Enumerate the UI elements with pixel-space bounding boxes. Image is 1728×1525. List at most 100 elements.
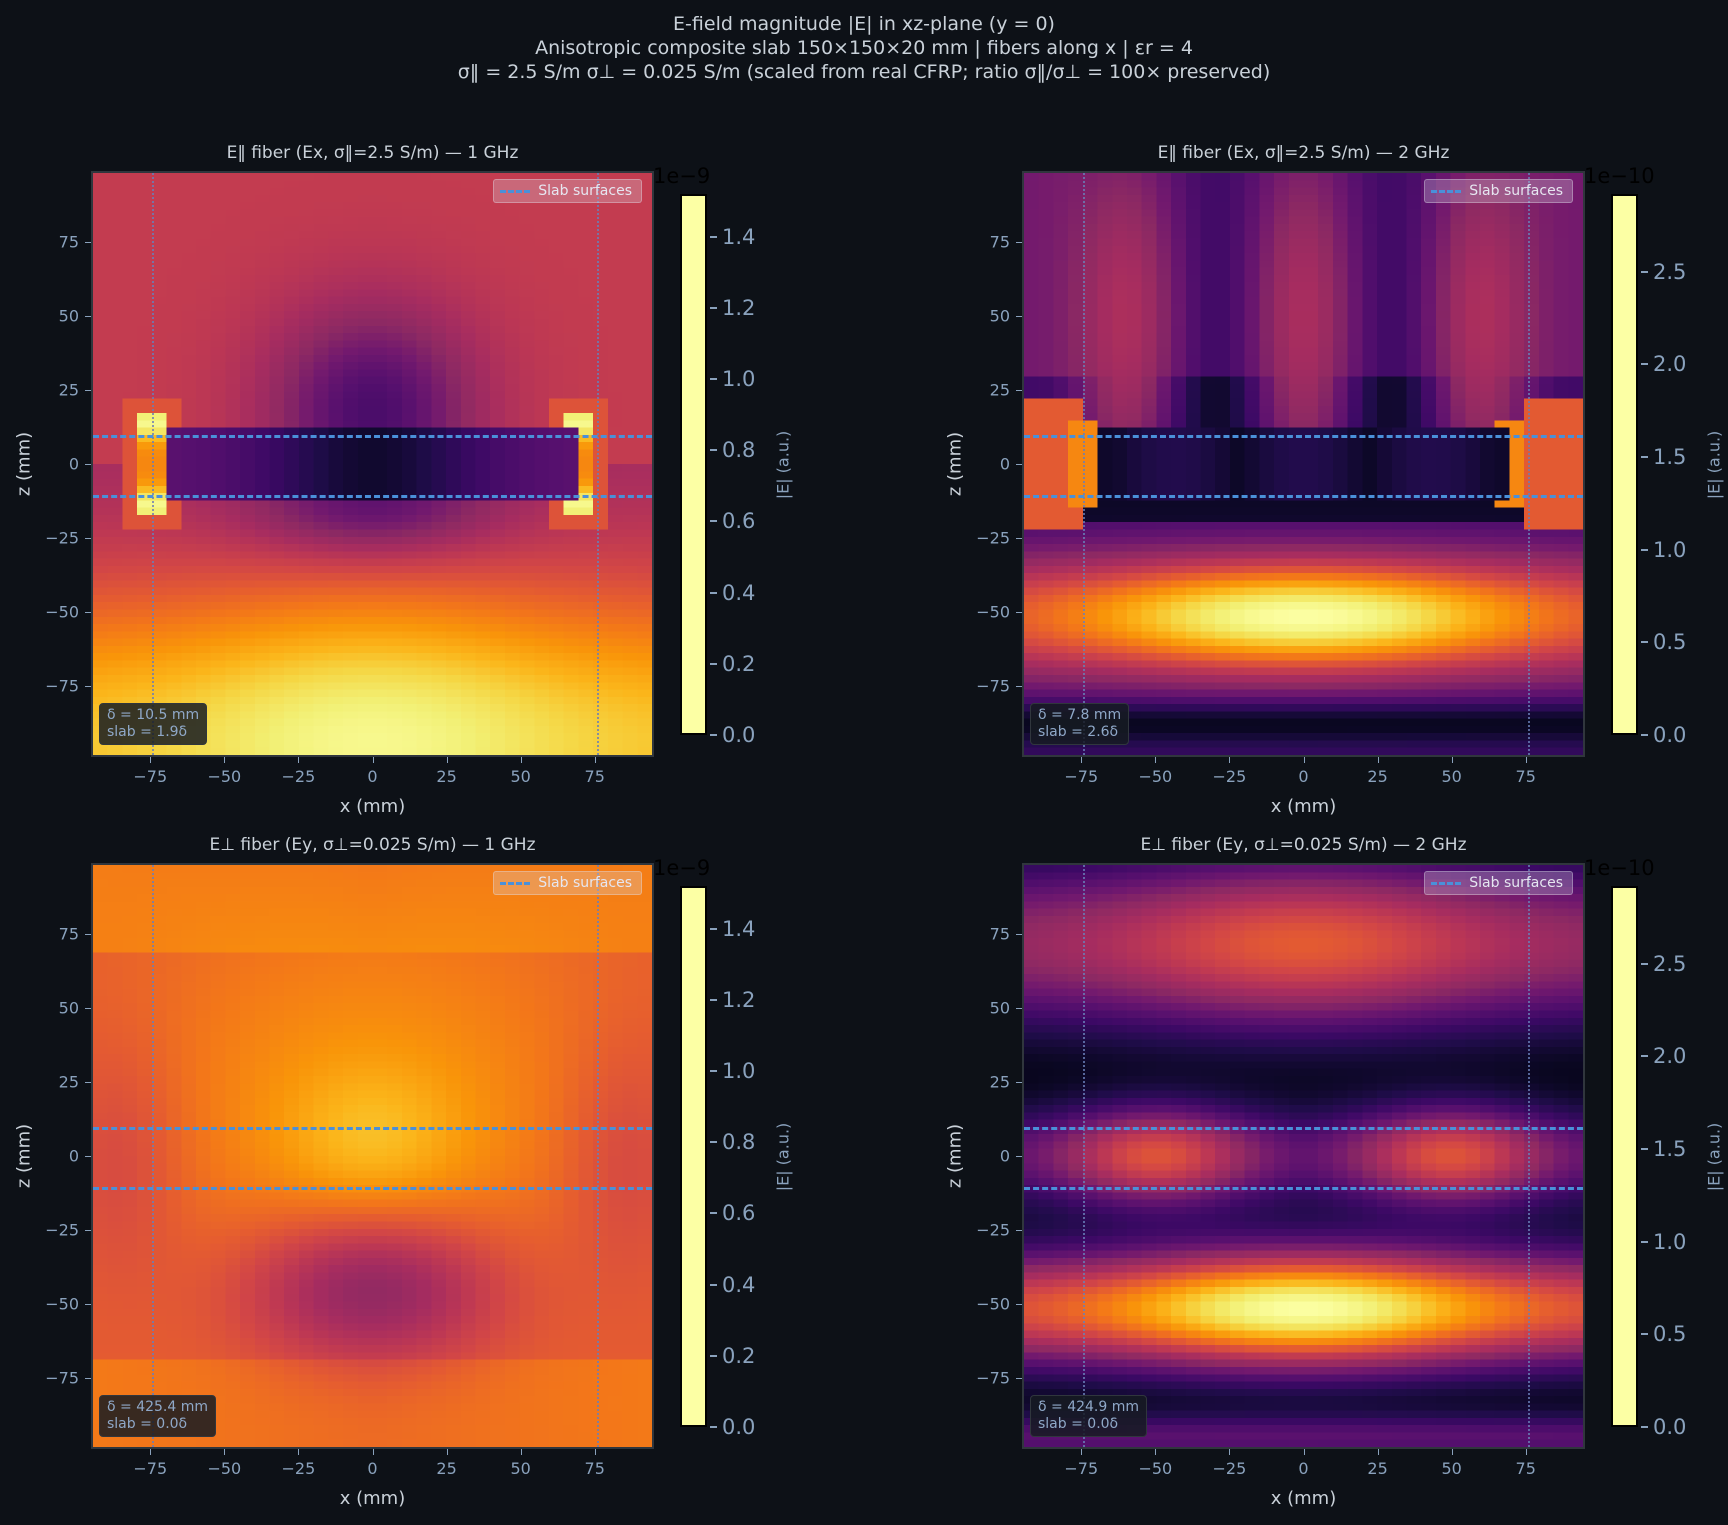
- colorbar-tick-mark: [710, 449, 717, 452]
- x-axis-label: x (mm): [1270, 796, 1337, 817]
- colorbar-scale-offset: 1e−9: [653, 164, 711, 188]
- x-tick-mark: [594, 1449, 596, 1455]
- dashed-line-icon: [1431, 881, 1462, 885]
- y-tick-mark: [85, 390, 91, 391]
- skin-depth-annotation: δ = 424.9 mm slab = 0.0δ: [1030, 1395, 1148, 1437]
- colorbar-label: |E| (a.u.): [1704, 430, 1724, 499]
- colorbar-tick-mark: [710, 1283, 717, 1286]
- colorbar-tick-mark: [1641, 548, 1648, 551]
- colorbar: [1611, 194, 1638, 735]
- colorbar-scale-offset: 1e−10: [1584, 164, 1655, 188]
- legend-label: Slab surfaces: [538, 875, 632, 891]
- colorbar-tick-label: 0.8: [722, 1130, 756, 1155]
- y-tick-label: −25: [45, 1220, 79, 1240]
- x-axis-label: x (mm): [339, 1488, 406, 1509]
- y-tick-label: 25: [989, 380, 1010, 400]
- colorbar-tick-mark: [710, 927, 717, 930]
- colorbar-tick-label: 1.0: [722, 367, 756, 392]
- panel-title: E‖ fiber (Ex, σ‖=2.5 S/m) — 1 GHz: [226, 143, 519, 163]
- colorbar-tick-mark: [710, 235, 717, 238]
- y-tick-mark: [85, 934, 91, 936]
- colorbar-tick-label: 1.0: [1653, 537, 1687, 562]
- colorbar-tick-mark: [1641, 363, 1648, 366]
- x-tick-label: 50: [1441, 1459, 1462, 1478]
- colorbar-tick-mark: [710, 1070, 717, 1073]
- y-tick-mark: [1016, 611, 1022, 613]
- heatmap-canvas: [1024, 173, 1583, 755]
- x-tick-mark: [1081, 757, 1083, 763]
- colorbar-label: |E| (a.u.): [773, 1122, 793, 1191]
- x-tick-label: −50: [1138, 767, 1173, 786]
- x-tick-mark: [1303, 757, 1305, 763]
- slab-surface-line: [1024, 435, 1583, 439]
- x-tick-label: 50: [1441, 767, 1462, 786]
- y-tick-mark: [85, 1377, 91, 1379]
- x-tick-mark: [372, 757, 374, 763]
- y-tick-label: 75: [989, 232, 1010, 252]
- colorbar-tick-mark: [710, 1426, 717, 1428]
- panel-title: E‖ fiber (Ex, σ‖=2.5 S/m) — 2 GHz: [1157, 143, 1450, 163]
- heatmap-plot: Slab surfaces δ = 10.5 mm slab = 1.9δ: [91, 171, 654, 757]
- slab-edge-line: [1083, 173, 1086, 755]
- slab-edge-line: [1527, 173, 1530, 755]
- y-tick-label: 25: [58, 1072, 79, 1092]
- x-tick-label: −25: [1212, 1459, 1247, 1478]
- x-tick-mark: [520, 757, 522, 763]
- x-axis-label: x (mm): [339, 796, 406, 817]
- slab-edge-line: [596, 173, 599, 755]
- y-tick-label: −50: [45, 602, 79, 622]
- x-tick-label: 25: [436, 767, 457, 786]
- colorbar-tick-mark: [1641, 1055, 1648, 1058]
- slab-surface-line: [93, 1186, 652, 1190]
- x-tick-mark: [150, 757, 152, 763]
- heatmap-canvas: [1024, 865, 1583, 1447]
- y-tick-mark: [1016, 934, 1022, 936]
- x-tick-mark: [1451, 757, 1453, 763]
- y-tick-label: −75: [976, 676, 1010, 696]
- x-tick-label: −25: [281, 1459, 316, 1478]
- colorbar-tick-mark: [710, 1141, 717, 1144]
- slab-edge-line: [152, 865, 155, 1447]
- slab-surface-line: [1024, 1186, 1583, 1190]
- y-tick-label: −75: [45, 1368, 79, 1388]
- x-tick-label: 75: [584, 1459, 605, 1478]
- heatmap-plot: Slab surfaces δ = 424.9 mm slab = 0.0δ: [1022, 863, 1585, 1449]
- colorbar-tick-label: 1.4: [722, 224, 756, 249]
- y-tick-mark: [1016, 685, 1022, 687]
- x-tick-label: 50: [510, 767, 531, 786]
- colorbar-tick-label: 1.4: [722, 916, 756, 941]
- x-tick-label: −75: [1064, 767, 1099, 786]
- y-tick-label: 0: [68, 454, 79, 474]
- dashed-line-icon: [500, 189, 531, 193]
- y-tick-mark: [1016, 1377, 1022, 1379]
- figure-title: E-field magnitude |E| in xz-plane (y = 0…: [0, 12, 1728, 84]
- y-tick-mark: [1016, 1008, 1022, 1010]
- panel-title: E⊥ fiber (Ey, σ⊥=0.025 S/m) — 1 GHz: [209, 835, 536, 855]
- colorbar-tick-mark: [1641, 641, 1648, 644]
- x-tick-label: 75: [1515, 767, 1536, 786]
- x-tick-label: −50: [207, 1459, 242, 1478]
- x-tick-mark: [150, 1449, 152, 1455]
- x-tick-mark: [1229, 1449, 1231, 1455]
- y-tick-mark: [85, 1303, 91, 1305]
- title-line-1: E-field magnitude |E| in xz-plane (y = 0…: [673, 13, 1055, 35]
- y-tick-label: 25: [58, 380, 79, 400]
- colorbar-tick-label: 2.0: [1653, 1044, 1687, 1069]
- slab-edge-line: [1527, 865, 1530, 1447]
- y-tick-label: −50: [45, 1294, 79, 1314]
- x-tick-label: 75: [584, 767, 605, 786]
- x-tick-mark: [1525, 1449, 1527, 1455]
- colorbar-scale-offset: 1e−9: [653, 856, 711, 880]
- slab-surface-line: [93, 1127, 652, 1131]
- colorbar-tick-label: 2.5: [1653, 951, 1687, 976]
- y-axis-label: z (mm): [944, 431, 966, 497]
- y-tick-label: 75: [58, 232, 79, 252]
- slab-surface-line: [1024, 1127, 1583, 1131]
- colorbar-tick-mark: [1641, 962, 1648, 965]
- y-tick-mark: [85, 611, 91, 613]
- y-axis-label: z (mm): [944, 1123, 966, 1189]
- x-tick-mark: [1229, 757, 1231, 763]
- colorbar: [680, 194, 707, 735]
- colorbar-tick-mark: [1641, 734, 1648, 736]
- heatmap-canvas: [93, 865, 652, 1447]
